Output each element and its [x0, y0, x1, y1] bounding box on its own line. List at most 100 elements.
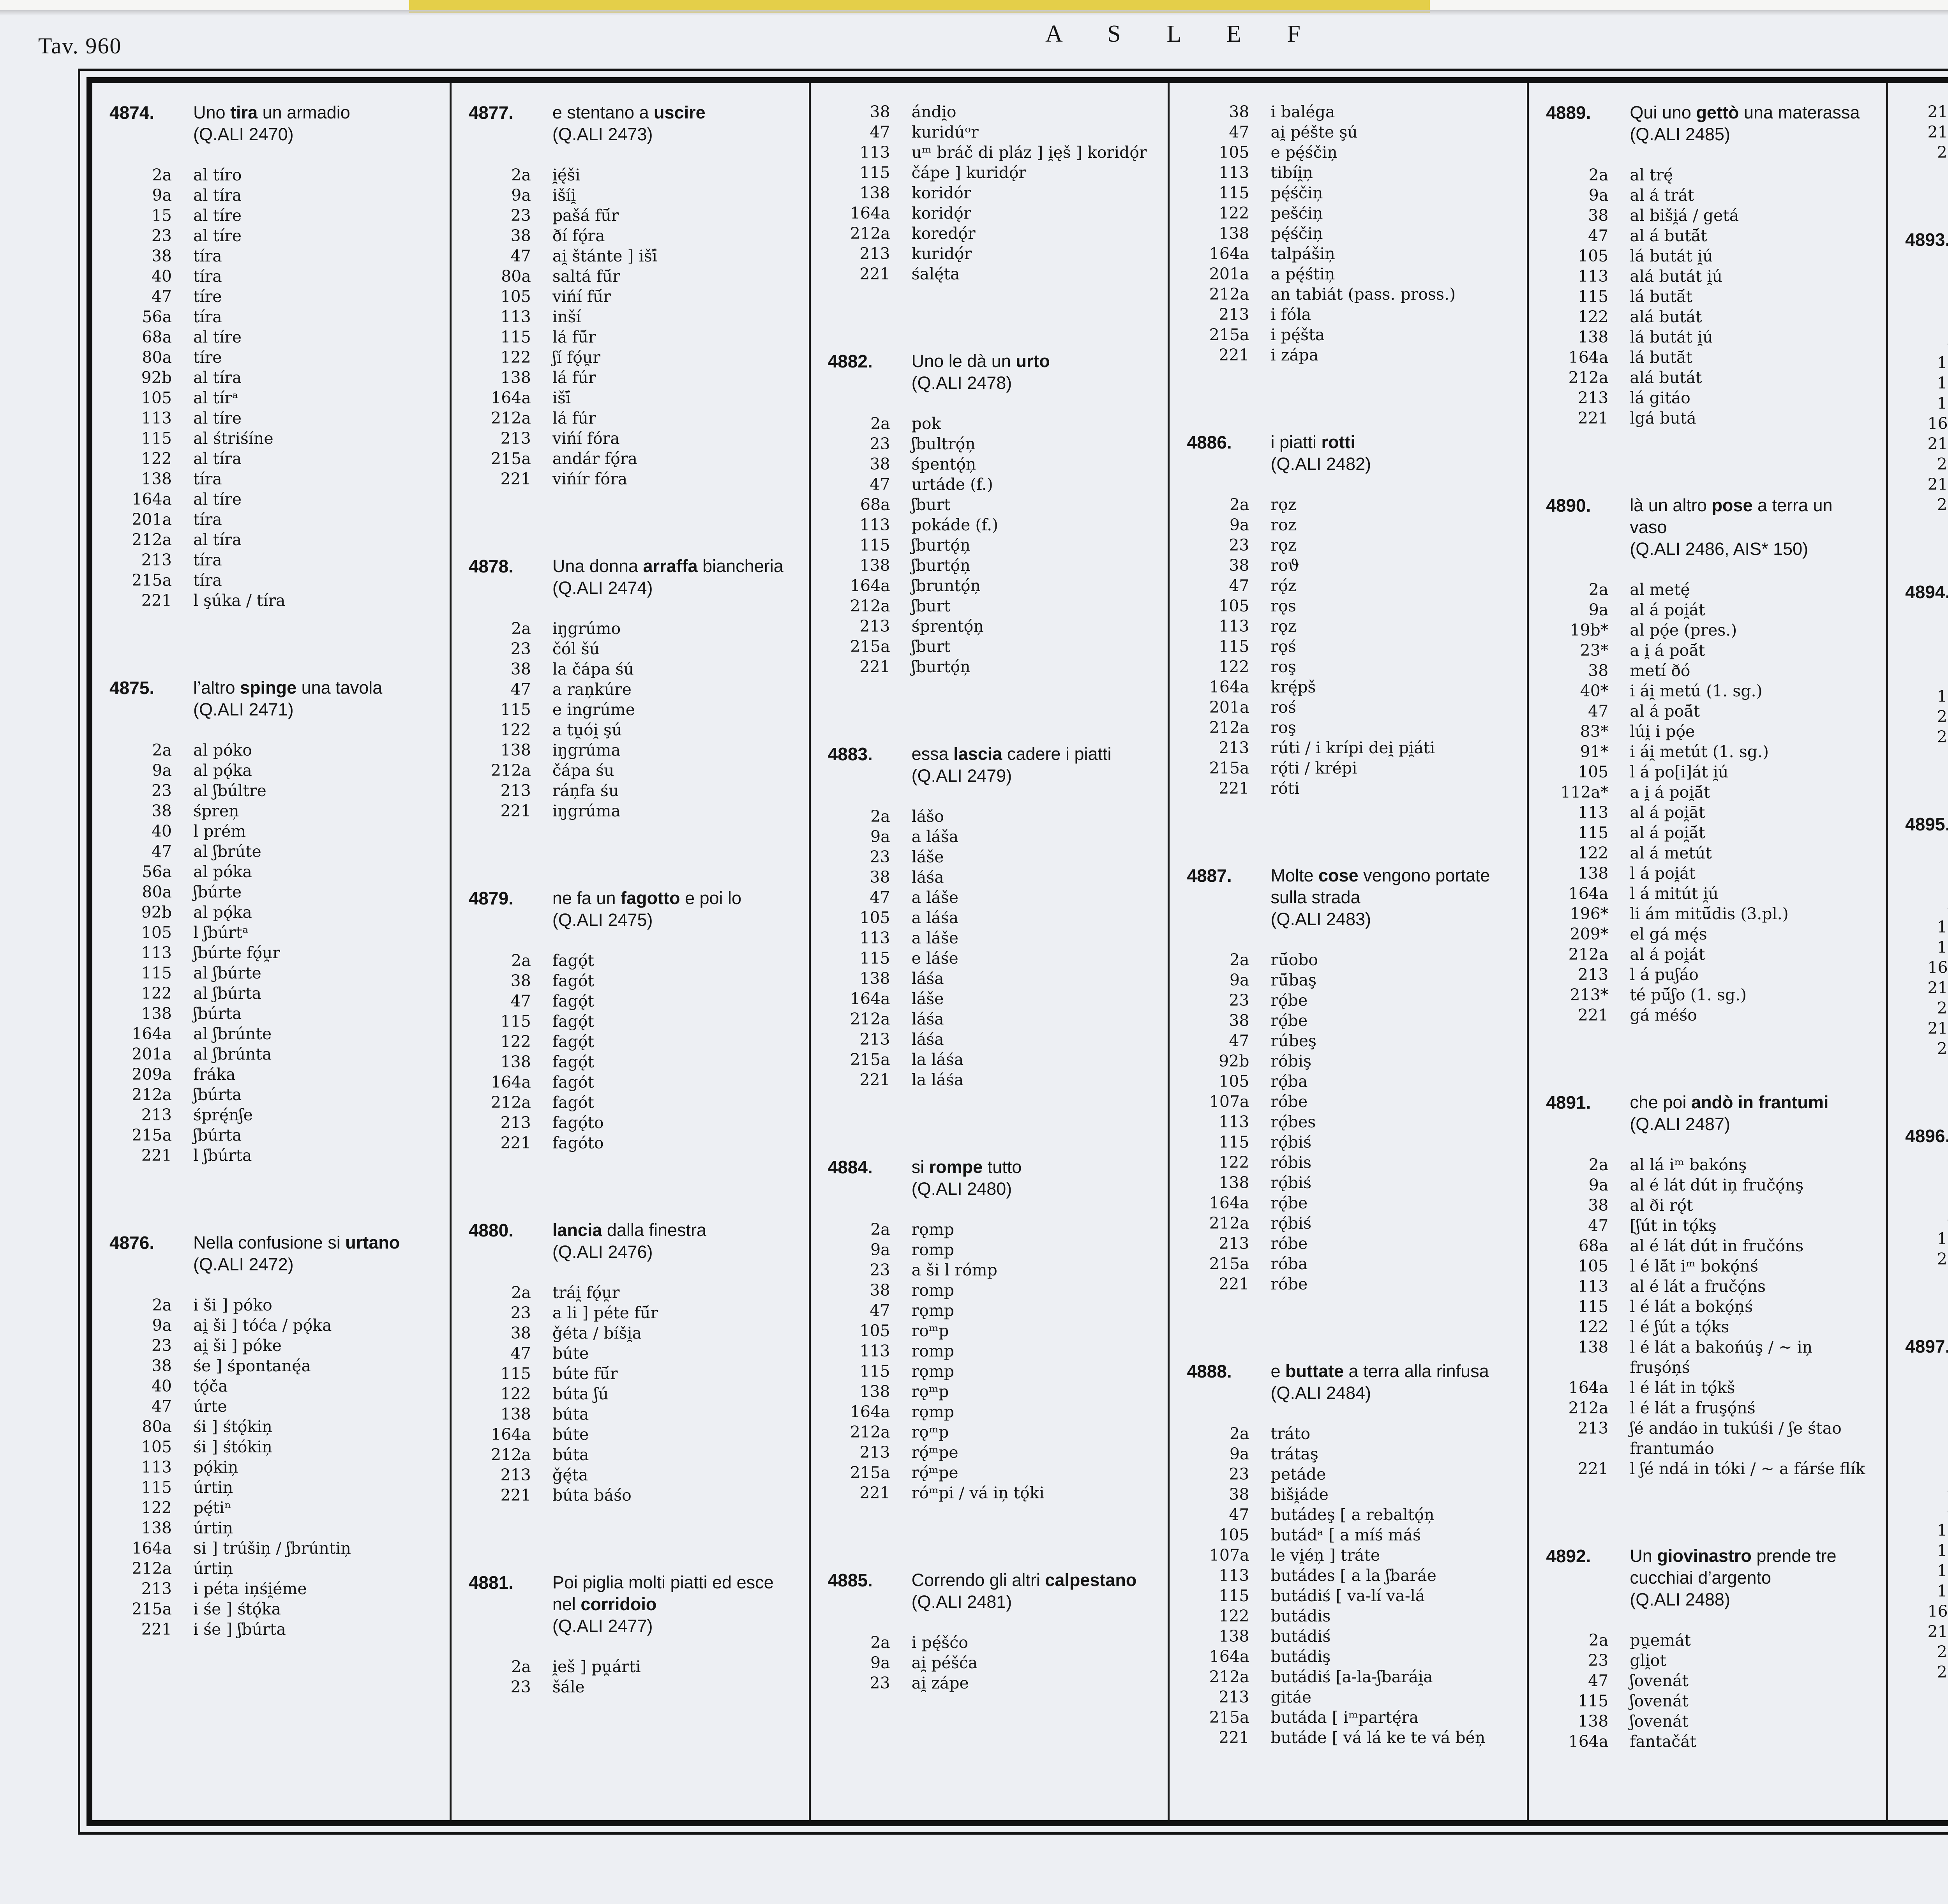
dialect-item-list: 2a i pę́šćo 9a ai̯ péšća 23 ai̯ zápe — [828, 1632, 1153, 1693]
dialect-form: al tíre — [193, 206, 242, 225]
dialect-row: 212a láśa — [828, 1009, 1153, 1029]
dialect-form: l é lát in tǫ́kš — [1630, 1378, 1735, 1397]
entry-number: 4875. — [109, 678, 155, 698]
dialect-form: ʃburt — [911, 495, 951, 514]
dialect-row: 115rięś — [1905, 686, 1948, 706]
dialect-row: 113 inší — [469, 307, 794, 327]
dialect-row: 47 rǫ́z — [1187, 576, 1512, 596]
dialect-form: ai̯ ši ] tóća / pǫ́ka — [193, 1316, 332, 1335]
dialect-row: 213śkaᵐpá — [1905, 998, 1948, 1018]
dialect-row: 221 ʃburtǫ́ņ — [828, 657, 1153, 677]
entry-questionnaire-ref: (Q.ALI 2475) — [552, 910, 653, 930]
locality-code: 2a — [870, 1220, 890, 1239]
dialect-row: 2a i ši ] póko — [109, 1295, 435, 1315]
dialect-form: rǫz — [1270, 536, 1297, 555]
locality-code: 164a — [1568, 1732, 1609, 1751]
locality-code: 23 — [510, 1303, 531, 1322]
dialect-row: 38 śpreņ — [109, 801, 435, 821]
dialect-row: 122 fagǫ́t — [469, 1031, 794, 1052]
locality-code: 2a — [870, 807, 890, 826]
locality-code: 221 — [1578, 1459, 1609, 1478]
dialect-row: 47 a láše — [828, 887, 1153, 908]
locality-code: 23 — [510, 1678, 531, 1696]
dialect-row: 122 al ʃbúrta — [109, 983, 435, 1003]
dialect-row: 80a śi ] śtǫ́kiņ — [109, 1417, 435, 1437]
dialect-form: la láśa — [911, 1050, 964, 1069]
locality-code: 9a — [870, 827, 890, 846]
dialect-form: róbis — [1270, 1153, 1312, 1172]
locality-code: 115 — [1578, 1297, 1609, 1316]
dialect-row: 122 ʃí fǫ́u̯r — [469, 347, 794, 367]
dialect-row: 213riéśe — [1905, 706, 1948, 727]
dialect-form: al á poā́t — [1630, 702, 1700, 721]
locality-code: 38 — [1905, 1459, 1948, 1480]
entry-title: Uno tira un armadio — [193, 102, 435, 124]
locality-code: 115 — [500, 1364, 531, 1383]
locality-code: 38 — [870, 1281, 890, 1300]
dialect-row: 9a al á poi̯át — [1546, 600, 1871, 620]
dialect-form: fagót — [552, 1093, 594, 1112]
dialect-item-list: 2a pok 23 ʃbultrǫ́ņ 38 śpentǫ́ņ 47 urtáde (f.) 6… — [828, 413, 1153, 677]
dialect-form: el gá mę́s — [1630, 925, 1707, 943]
dialect-form: koridór — [911, 184, 971, 202]
locality-code: 91* — [1580, 742, 1609, 761]
dialect-row: 164a išī́ — [469, 388, 794, 408]
entry-header: 4887. Molte cose vengono portate sulla st… — [1187, 865, 1512, 930]
dialect-form: butádeş [ a rebaltǫ́ņ — [1270, 1505, 1435, 1524]
entry-4890: 4890. là un altro pose a terra un vaso (Q.… — [1546, 495, 1871, 1025]
entry-title-text: una materassa — [1739, 102, 1860, 122]
locality-code: 2a — [511, 619, 531, 638]
dialect-row: 2a lášo — [828, 806, 1153, 827]
dialect-row: 113 rǫz — [1187, 616, 1512, 636]
entry-questionnaire-ref: (Q.ALI 2482) — [1270, 454, 1371, 474]
dialect-form: úrtiņ — [193, 1478, 233, 1497]
locality-code: 212a — [491, 761, 531, 780]
dialect-row: 2aeʃváņ fǫ́u̯r — [1905, 1188, 1948, 1208]
dialect-row: 221 búta báśo — [469, 1485, 794, 1505]
entry-title-keyword: spinge — [240, 678, 297, 698]
locality-code: 68a — [142, 328, 172, 346]
dialect-row: 47ʃī́ — [1905, 897, 1948, 917]
locality-code: 92b — [1219, 1052, 1249, 1070]
dialect-form: rǫ́ba — [1270, 1072, 1308, 1091]
dialect-form: róba — [1270, 1254, 1308, 1273]
dialect-form: i̯ę́ši — [552, 166, 581, 184]
dialect-row: 122sᵉ búta / ~ trá — [1905, 1561, 1948, 1581]
locality-code: 115 — [1219, 1586, 1249, 1605]
dialect-row: 212aʃovenát / fantaşát — [1905, 102, 1948, 122]
dialect-form: śi ] śtǫ́kiņ — [193, 1417, 272, 1436]
locality-code: 221 — [1937, 143, 1948, 162]
dialect-row: 221 lgá butá — [1546, 408, 1871, 428]
dialect-form: ʃburtǫ́ņ — [911, 536, 970, 555]
entry-title-text: Poi piglia molti piatti ed esce nel — [552, 1572, 774, 1614]
page-frame-outer: 4874. Uno tira un armadio (Q.ALI 2470) 2a al… — [78, 69, 1948, 1835]
entry-header: 4880. lancia dalla finestra (Q.ALI 2476) — [469, 1219, 794, 1263]
dialect-row: 215a rǫ́ᵐpe — [828, 1462, 1153, 1483]
dialect-row: 164a butádiş — [1187, 1646, 1512, 1667]
dialect-form: i pę́šta — [1270, 325, 1325, 344]
locality-code: 122 — [141, 984, 172, 1003]
dialect-form: tíra — [193, 571, 222, 590]
dialect-row: 105 roᵐp — [828, 1321, 1153, 1341]
dialect-row: 213 ʃé andáo in tukúśi / ʃe śtao frantumá… — [1546, 1418, 1871, 1459]
dialect-form: al tíro — [193, 166, 242, 184]
dialect-form: fagǫ́t — [552, 1012, 594, 1031]
dialect-row: 113 pokáde (f.) — [828, 515, 1153, 535]
locality-code: 80a — [142, 883, 172, 901]
locality-code: 215a — [850, 1050, 890, 1069]
locality-code: 9a — [1229, 516, 1249, 534]
dialect-row: 122 pešćiņ — [1187, 203, 1512, 223]
entry-title: i piatti rotti — [1270, 431, 1512, 453]
locality-code: 213 — [1219, 738, 1249, 757]
entry-title-text: si — [911, 1157, 929, 1177]
dialect-form: úrtiņ — [193, 1519, 233, 1537]
entry-title-keyword: cose — [1318, 865, 1359, 885]
locality-code: 138 — [859, 556, 890, 575]
locality-code: 113 — [1578, 1277, 1609, 1296]
dialect-row: 23* a i̯ á poā́t — [1546, 640, 1871, 661]
locality-code: 138 — [1578, 1712, 1609, 1731]
dialect-row: 212a rǫ́biś — [1187, 1213, 1512, 1233]
dialect-row: 212a al á poi̯át — [1546, 944, 1871, 964]
dialect-form: rǫ́biś — [1270, 1214, 1312, 1233]
dialect-row: 38 śpentǫ́ņ — [828, 454, 1153, 474]
